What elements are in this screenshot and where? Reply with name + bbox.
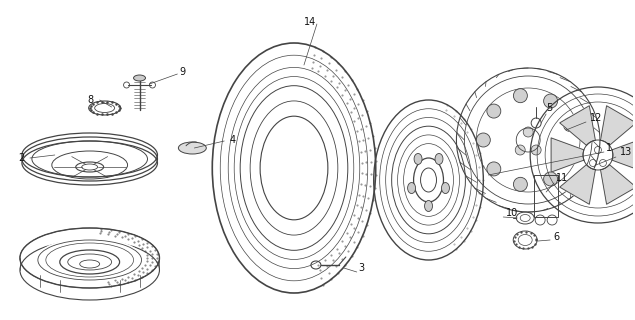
Text: 13: 13 <box>620 147 632 157</box>
Ellipse shape <box>544 172 558 186</box>
Polygon shape <box>560 106 596 145</box>
Bar <box>534 175 558 217</box>
Ellipse shape <box>531 145 541 155</box>
Text: 1: 1 <box>606 143 612 153</box>
Ellipse shape <box>487 104 501 118</box>
Ellipse shape <box>414 154 422 164</box>
Text: 2: 2 <box>18 153 24 163</box>
Text: 14: 14 <box>304 17 316 27</box>
Text: 12: 12 <box>590 113 603 123</box>
Text: 11: 11 <box>556 173 568 183</box>
Ellipse shape <box>441 182 450 194</box>
Polygon shape <box>612 138 635 172</box>
Ellipse shape <box>476 133 490 147</box>
Ellipse shape <box>178 142 206 154</box>
Text: 9: 9 <box>179 67 185 77</box>
Text: 6: 6 <box>553 232 559 242</box>
Ellipse shape <box>487 162 501 176</box>
Ellipse shape <box>408 182 415 194</box>
Polygon shape <box>560 165 596 204</box>
Ellipse shape <box>544 94 558 108</box>
Ellipse shape <box>514 89 528 103</box>
Polygon shape <box>551 138 584 172</box>
Text: 4: 4 <box>229 135 236 145</box>
Ellipse shape <box>133 75 145 81</box>
Ellipse shape <box>514 177 528 191</box>
Ellipse shape <box>523 127 533 137</box>
Ellipse shape <box>515 145 525 155</box>
Ellipse shape <box>425 201 432 212</box>
Text: 3: 3 <box>359 263 365 273</box>
Text: 5: 5 <box>546 103 552 113</box>
Ellipse shape <box>563 148 577 162</box>
Text: 10: 10 <box>506 208 519 218</box>
Ellipse shape <box>435 154 443 164</box>
Polygon shape <box>601 165 635 204</box>
Text: 8: 8 <box>88 95 94 105</box>
Ellipse shape <box>563 118 577 132</box>
Polygon shape <box>601 106 635 145</box>
